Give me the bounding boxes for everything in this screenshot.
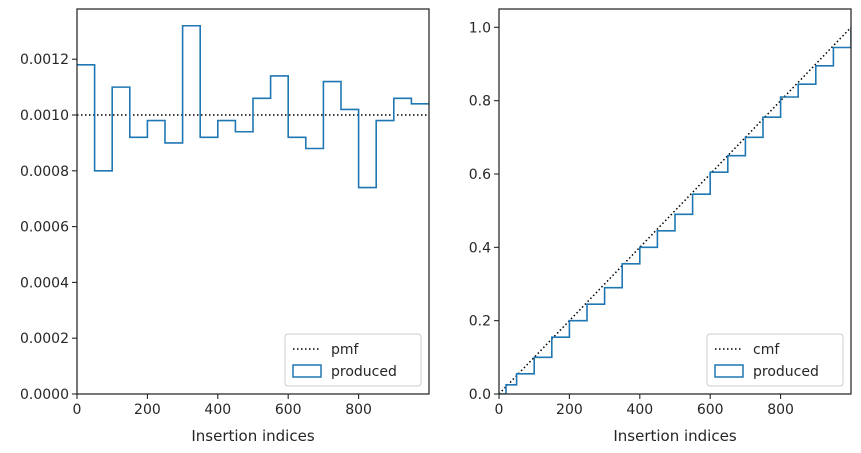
- plot-area: [499, 26, 851, 394]
- x-tick-label: 800: [767, 402, 794, 418]
- y-tick-label: 0.0012: [20, 52, 69, 68]
- x-axis-label: Insertion indices: [613, 427, 736, 445]
- x-tick-label: 800: [345, 402, 372, 418]
- axes-frame: [498, 8, 852, 395]
- legend-pmf-label: pmf: [331, 342, 360, 358]
- legend: cmf produced: [706, 333, 844, 387]
- pmf-histogram-panel: 0 200 400 600 800 0.0000 0.0002 0.0004 0.0006 0.0…: [20, 8, 430, 445]
- x-tick-label: 0: [73, 402, 82, 418]
- y-tick-label: 0.0006: [20, 220, 69, 236]
- y-tick-label: 0.0000: [20, 387, 69, 403]
- y-tick-label: 0.0010: [20, 108, 69, 124]
- cmf-cumulative-panel: 0 200 400 600 800 0.0 0.2 0.4 0.6 0.8 1.0 Insertion…: [469, 8, 852, 445]
- x-axis-label: Insertion indices: [191, 427, 314, 445]
- x-tick-label: 400: [204, 402, 231, 418]
- legend-cmf-label: cmf: [753, 342, 780, 358]
- y-tick-label: 0.0002: [20, 331, 69, 347]
- y-tick-label: 0.6: [469, 167, 491, 183]
- y-tick-label: 0.2: [469, 314, 491, 330]
- x-tick-label: 0: [495, 402, 504, 418]
- y-tick-label: 1.0: [469, 20, 491, 36]
- y-tick-label: 0.0: [469, 387, 491, 403]
- y-tick-label: 0.0004: [20, 275, 69, 291]
- legend-box: [284, 333, 422, 387]
- y-tick-label: 0.4: [469, 240, 491, 256]
- legend: pmf produced: [284, 333, 422, 387]
- y-tick-label: 0.8: [469, 94, 491, 110]
- x-tick-label: 600: [697, 402, 724, 418]
- y-tick-label: 0.0008: [20, 164, 69, 180]
- legend-produced-label: produced: [331, 364, 397, 380]
- legend-produced-swatch: [292, 364, 322, 378]
- series-produced-line: [499, 27, 851, 394]
- legend-box: [706, 333, 844, 387]
- x-tick-label: 200: [134, 402, 161, 418]
- x-tick-label: 200: [556, 402, 583, 418]
- legend-produced-label: produced: [753, 364, 819, 380]
- legend-produced-swatch: [714, 364, 744, 378]
- series-produced-line: [77, 24, 429, 189]
- plot-area: [77, 24, 429, 189]
- series-cmf-line: [499, 26, 851, 394]
- x-tick-label: 400: [626, 402, 653, 418]
- axes-frame: [76, 8, 430, 395]
- x-tick-label: 600: [275, 402, 302, 418]
